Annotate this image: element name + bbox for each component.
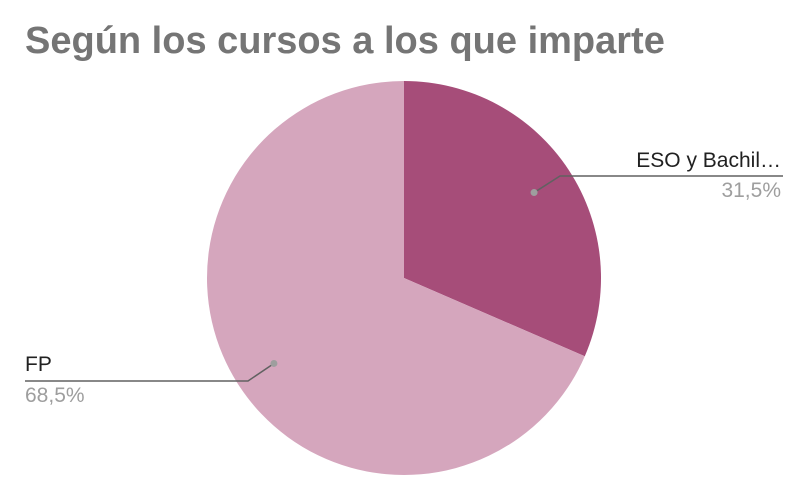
callout-line	[533, 175, 783, 194]
pie-slice-eso-bachillerato	[404, 81, 601, 357]
slice-label: FP	[25, 353, 52, 376]
pie-slices	[207, 81, 601, 475]
chart-title: Según los cursos a los que imparte	[25, 20, 665, 62]
callout-line	[25, 362, 275, 382]
pie-slice-fp	[207, 81, 585, 475]
callout-dot	[270, 359, 278, 367]
slice-percentage: 68,5%	[25, 384, 85, 407]
pie-callouts: ESO y Bachil… 31,5% FP 68,5%	[25, 149, 783, 407]
slice-label: ESO y Bachil…	[636, 149, 781, 172]
callout-dot	[530, 189, 538, 197]
slice-percentage: 31,5%	[721, 179, 781, 202]
